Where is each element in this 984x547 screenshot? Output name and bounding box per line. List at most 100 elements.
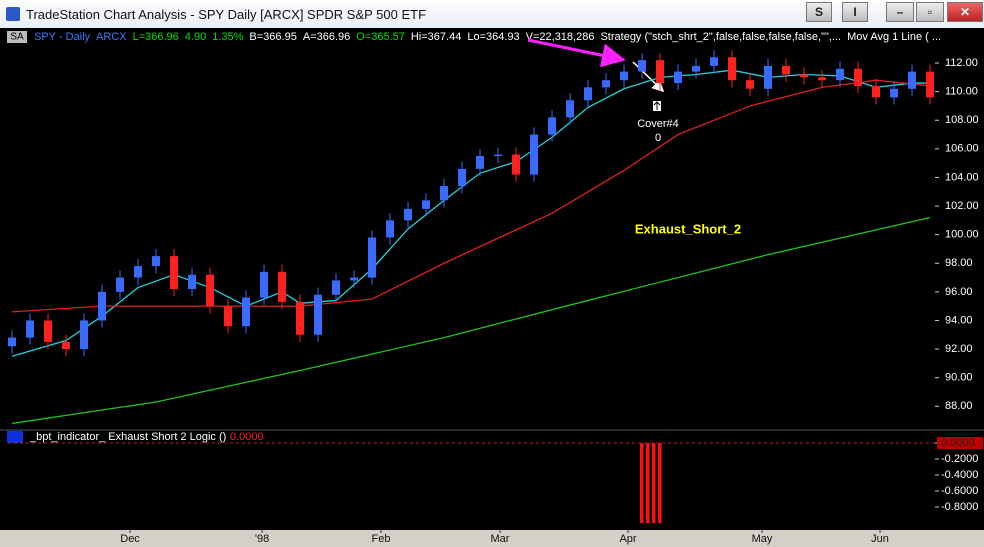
sa-tag: SA — [10, 32, 24, 43]
candle-body — [80, 320, 89, 350]
header-line: SPY - Daily ARCX L=366.96 4.90 1.35% B=366.95… — [34, 31, 941, 43]
candle-body — [836, 68, 845, 81]
candle-body — [98, 291, 107, 321]
y-tick-label: -0.8000 — [941, 501, 978, 513]
candle-body — [8, 337, 17, 347]
y-tick-label: 90.00 — [945, 372, 973, 384]
y-tick-label: 108.00 — [945, 114, 979, 126]
candle-body — [62, 341, 71, 350]
maximize-button[interactable]: ▫ — [916, 2, 944, 22]
cover-marker-arrow — [653, 101, 661, 110]
candle-body — [764, 65, 773, 89]
candle-body — [800, 74, 809, 78]
x-tick-label: Apr — [619, 533, 636, 545]
y-tick-label: -0.2000 — [941, 453, 978, 465]
minimize-button[interactable]: – — [886, 2, 914, 22]
s-button[interactable]: S — [806, 2, 832, 22]
strategy-label: Exhaust_Short_2 — [635, 221, 741, 236]
candle-body — [116, 277, 125, 292]
header-item: SPY - Daily — [34, 31, 91, 43]
header-item: O=365.57 — [356, 31, 405, 43]
candle-body — [350, 277, 359, 281]
y-tick-label: -0.6000 — [941, 485, 978, 497]
candle-body — [44, 320, 53, 342]
i-button[interactable]: I — [842, 2, 868, 22]
y-tick-label: 104.00 — [945, 171, 979, 183]
title-bar: TradeStation Chart Analysis - SPY Daily … — [0, 0, 984, 29]
candle-body — [710, 57, 719, 66]
candle-body — [188, 274, 197, 289]
x-tick-label: Feb — [372, 533, 391, 545]
candle-body — [242, 297, 251, 327]
candle-body — [368, 237, 377, 278]
bar — [652, 443, 656, 523]
header-item: 4.90 — [185, 31, 206, 43]
candle-body — [638, 60, 647, 72]
candle-body — [386, 220, 395, 238]
candle-body — [296, 301, 305, 335]
candle-body — [224, 306, 233, 327]
candle-body — [890, 88, 899, 98]
candle-body — [134, 266, 143, 278]
y-tick-label: 100.00 — [945, 229, 979, 241]
y-tick-label: 88.00 — [945, 400, 973, 412]
background — [0, 28, 984, 547]
x-tick-label: May — [752, 533, 773, 545]
candle-body — [674, 71, 683, 84]
candle-body — [512, 154, 521, 175]
y-tick-label: 98.00 — [945, 257, 973, 269]
candle-body — [584, 87, 593, 101]
header-item: Hi=367.44 — [411, 31, 461, 43]
header-item: 1.35% — [212, 31, 243, 43]
bar — [646, 443, 650, 523]
candle-body — [422, 200, 431, 209]
y-tick-label: 110.00 — [945, 86, 978, 98]
annotation: Cover#4 — [637, 118, 679, 130]
y-tick-label: -0.4000 — [941, 469, 978, 481]
candle-body — [458, 168, 467, 187]
y-tick-label: 92.00 — [945, 343, 973, 355]
candle-body — [656, 60, 665, 84]
header-item: A=366.96 — [303, 31, 350, 43]
candle-body — [26, 320, 35, 338]
candle-body — [548, 117, 557, 135]
candle-body — [566, 100, 575, 118]
moving-average — [11, 216, 931, 425]
header-item: L=366.96 — [133, 31, 179, 43]
y-tick-label: 102.00 — [945, 200, 979, 212]
candle-body — [854, 68, 863, 86]
candle-body — [602, 80, 611, 88]
candle-body — [908, 71, 917, 89]
candle-body — [206, 274, 215, 307]
bar — [640, 443, 644, 523]
header-item: B=366.95 — [249, 31, 296, 43]
candle-body — [440, 186, 449, 201]
y-tick-label: 106.00 — [945, 143, 979, 155]
value-marker — [937, 437, 983, 449]
candle-body — [728, 57, 737, 81]
annotation: 0 — [655, 132, 661, 144]
candle-body — [278, 271, 287, 302]
close-button[interactable]: ✕ — [947, 2, 983, 22]
app-icon — [6, 7, 20, 21]
candle-body — [404, 208, 413, 221]
candle-body — [152, 256, 161, 267]
window-title: TradeStation Chart Analysis - SPY Daily … — [26, 7, 427, 22]
candle-body — [926, 71, 935, 98]
x-tick-label: '98 — [255, 533, 269, 545]
y-tick-label: 96.00 — [945, 286, 973, 298]
sa-tag-box — [7, 31, 27, 43]
candle-body — [332, 280, 341, 295]
indicator-icon — [7, 431, 23, 443]
candle-body — [818, 77, 827, 81]
indicator-title: _bpt_indicator_ Exhaust Short 2 Logic () — [29, 431, 226, 443]
candle-body — [692, 65, 701, 72]
candle-body — [530, 134, 539, 175]
candle-body — [314, 294, 323, 335]
candle-body — [782, 65, 791, 75]
x-tick-label: Dec — [120, 533, 140, 545]
candle-body — [476, 155, 485, 169]
y-tick-label: 0.0000 — [941, 437, 975, 449]
header-item: V=22,318,286 — [526, 31, 595, 43]
